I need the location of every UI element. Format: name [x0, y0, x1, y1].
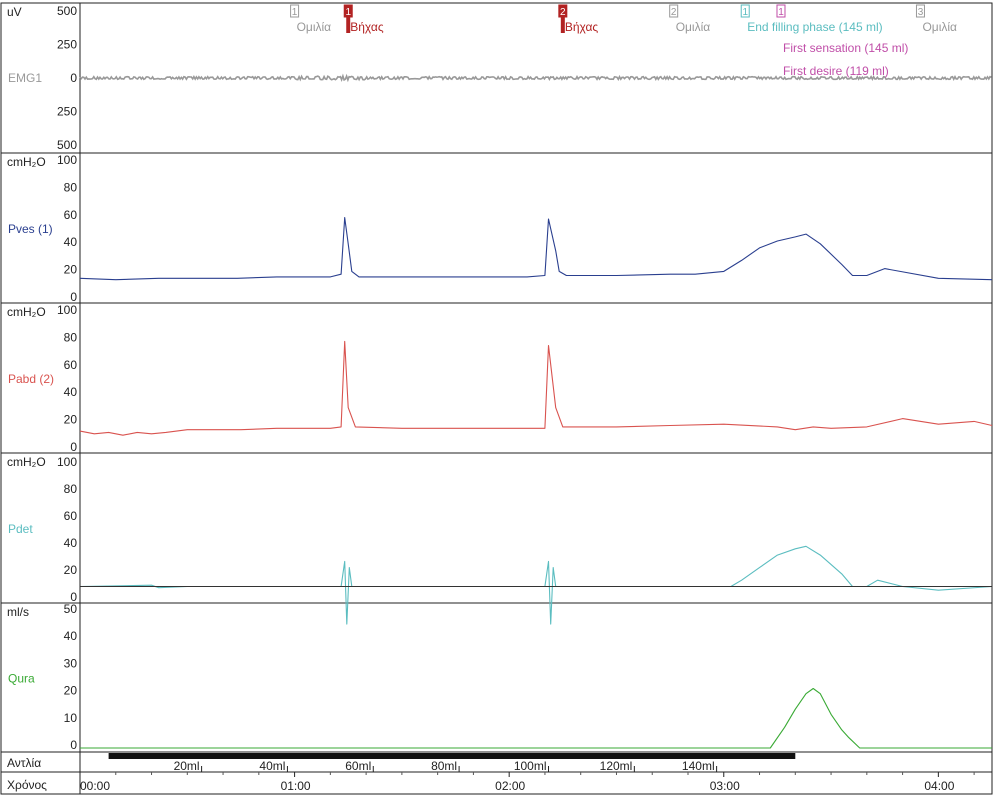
event-number: 2: [560, 7, 566, 18]
emg1-trace: [79, 73, 992, 83]
event-marker: [776, 4, 786, 18]
channel-unit: cmH₂O: [7, 305, 46, 319]
event-label: First sensation (145 ml): [783, 41, 908, 55]
event-marker: [740, 4, 750, 18]
y-tick-label: 20: [64, 413, 78, 427]
pump-tick-label: 120ml: [600, 759, 633, 773]
y-tick-label: 0: [70, 738, 77, 752]
time-tick-label: 04:00: [924, 779, 954, 793]
event-label: Βήχας: [350, 20, 384, 34]
y-tick-label: 0: [70, 590, 77, 604]
y-tick-label: 60: [64, 358, 78, 372]
y-tick-label: 80: [64, 180, 78, 194]
channel-unit: uV: [7, 5, 22, 19]
pabd-2-trace: [79, 340, 993, 436]
time-tick-label: 03:00: [710, 779, 740, 793]
y-tick-label: 500: [57, 138, 77, 152]
event-number: 2: [671, 7, 677, 18]
y-tick-label: 20: [64, 684, 78, 698]
pump-tick-label: 40ml: [259, 759, 285, 773]
y-tick-label: 10: [64, 711, 78, 725]
event-number: 1: [345, 7, 351, 18]
event-marker: [669, 4, 679, 18]
event-bar: [346, 17, 351, 33]
pdet-trace: [79, 545, 993, 625]
channel-unit: cmH₂O: [7, 455, 46, 469]
channel-name: Qura: [8, 672, 35, 686]
y-tick-label: 0: [70, 440, 77, 454]
y-tick-label: 500: [57, 4, 77, 18]
y-tick-label: 100: [57, 455, 77, 469]
y-tick-label: 0: [70, 71, 77, 85]
y-tick-label: 100: [57, 303, 77, 317]
y-tick-label: 50: [64, 602, 78, 616]
channel-name: Pabd (2): [8, 372, 54, 386]
channel-name: EMG1: [8, 71, 42, 85]
channel-unit: ml/s: [7, 605, 29, 619]
pump-tick-label: 80ml: [431, 759, 457, 773]
y-tick-label: 60: [64, 208, 78, 222]
channel-name: Pves (1): [8, 222, 53, 236]
pump-tick-label: 100ml: [514, 759, 547, 773]
y-tick-label: 0: [70, 290, 77, 304]
y-tick-label: 20: [64, 563, 78, 577]
time-tick-label: 00:00: [80, 779, 110, 793]
y-tick-label: 30: [64, 656, 78, 670]
y-tick-label: 80: [64, 330, 78, 344]
event-bar: [560, 17, 565, 33]
event-label: Ομιλία: [297, 20, 332, 34]
y-tick-label: 40: [64, 629, 78, 643]
y-tick-label: 20: [64, 263, 78, 277]
event-number: 3: [918, 7, 924, 18]
qura-trace: [80, 687, 992, 749]
event-number: 1: [742, 7, 748, 18]
time-tick-label: 02:00: [495, 779, 525, 793]
pump-row-label: Αντλία: [7, 756, 41, 770]
time-tick-label: 01:00: [281, 779, 311, 793]
event-number: 1: [778, 7, 784, 18]
y-tick-label: 250: [57, 38, 77, 52]
event-label: Ομιλία: [922, 20, 957, 34]
event-label: Βήχας: [565, 20, 599, 34]
channel-name: Pdet: [8, 522, 33, 536]
time-row-label: Χρόνος: [7, 778, 47, 792]
pves-1-trace: [79, 217, 993, 281]
event-number: 1: [292, 7, 298, 18]
pump-tick-label: 140ml: [682, 759, 715, 773]
y-tick-label: 250: [57, 105, 77, 119]
event-label: First desire (119 ml): [783, 64, 889, 78]
y-tick-label: 60: [64, 509, 78, 523]
event-label: End filling phase (145 ml): [747, 20, 882, 34]
pump-tick-label: 20ml: [174, 759, 200, 773]
y-tick-label: 80: [64, 482, 78, 496]
y-tick-label: 40: [64, 235, 78, 249]
event-label: Ομιλία: [676, 20, 711, 34]
pump-tick-label: 60ml: [345, 759, 371, 773]
event-marker: [915, 4, 925, 18]
channel-unit: cmH₂O: [7, 155, 46, 169]
y-tick-label: 100: [57, 153, 77, 167]
y-tick-label: 40: [64, 385, 78, 399]
y-tick-label: 40: [64, 536, 78, 550]
event-marker: [290, 4, 300, 18]
pump-on-bar: [108, 753, 796, 759]
